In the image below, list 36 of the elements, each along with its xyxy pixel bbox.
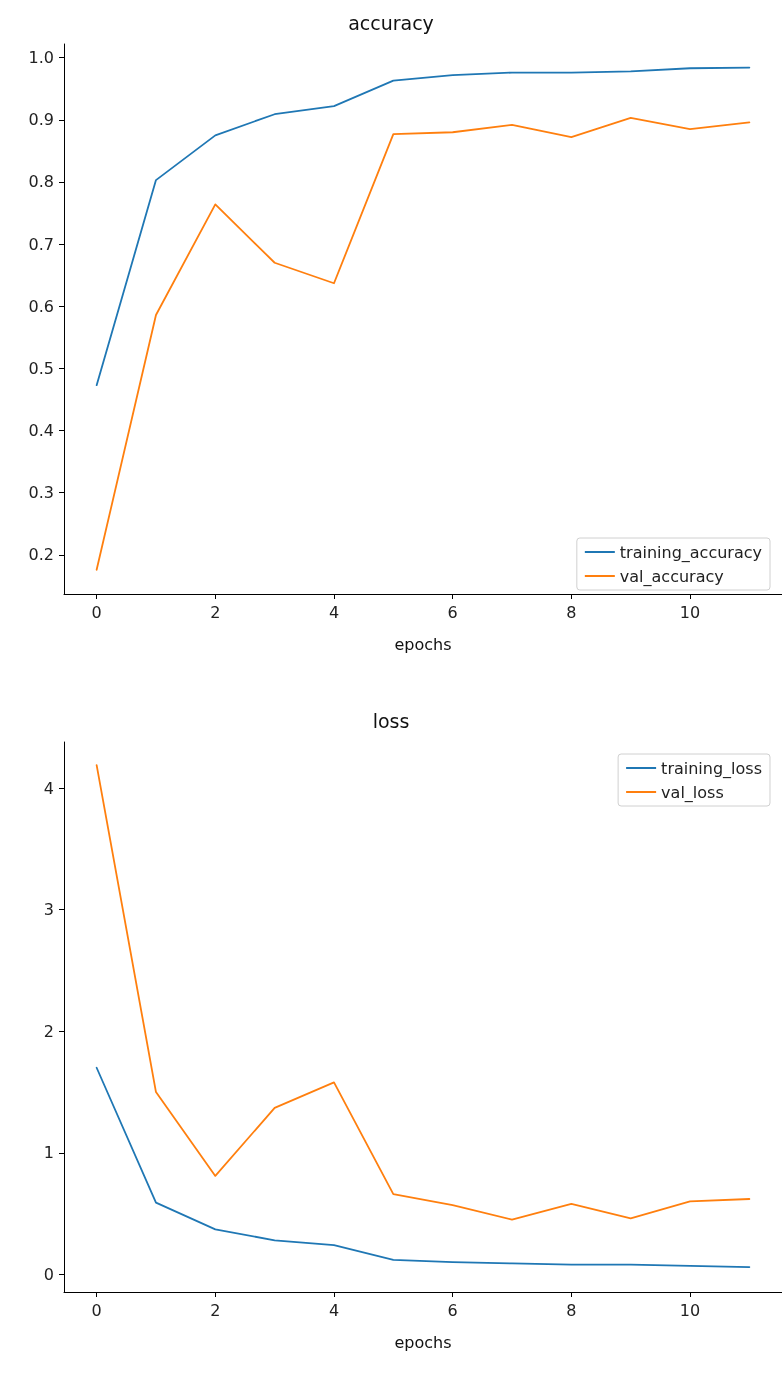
x-axis-title: epochs — [394, 634, 452, 654]
x-tick-label: 10 — [679, 1300, 701, 1320]
y-tick-label: 1 — [43, 1143, 54, 1163]
chart-title: loss — [372, 709, 410, 732]
x-tick-label: 0 — [91, 1300, 102, 1320]
y-tick-label: 1.0 — [28, 48, 54, 68]
y-tick-label: 4 — [43, 778, 54, 798]
y-tick-label: 0.8 — [28, 172, 54, 192]
x-tick-label: 8 — [566, 602, 577, 622]
x-axis-title: epochs — [394, 1332, 452, 1352]
line-series — [95, 66, 751, 387]
legend-label: val_loss — [661, 782, 724, 803]
y-tick-label: 3 — [43, 900, 54, 920]
x-tick-label: 2 — [210, 602, 221, 622]
legend-label: training_accuracy — [619, 542, 762, 563]
y-tick-label: 0.7 — [28, 234, 54, 254]
y-tick-label: 0.9 — [28, 110, 54, 130]
y-tick-label: 0 — [43, 1264, 54, 1284]
x-tick-label: 0 — [91, 602, 102, 622]
line-series — [95, 1066, 751, 1268]
y-tick-label: 0.3 — [28, 483, 54, 503]
legend-label: training_loss — [661, 758, 762, 779]
x-tick-label: 4 — [328, 1300, 340, 1320]
x-tick-label: 4 — [328, 602, 340, 622]
y-tick-label: 0.2 — [28, 545, 54, 565]
y-tick-label: 0.4 — [28, 421, 54, 441]
chart-title: accuracy — [348, 11, 434, 34]
legend-label: val_accuracy — [619, 566, 724, 587]
y-tick-label: 0.5 — [28, 358, 54, 378]
x-tick-label: 10 — [679, 602, 701, 622]
y-tick-label: 0.6 — [28, 296, 54, 316]
x-tick-label: 6 — [447, 602, 458, 622]
y-tick-label: 2 — [43, 1021, 54, 1041]
x-tick-label: 8 — [566, 1300, 577, 1320]
x-tick-label: 2 — [210, 1300, 221, 1320]
x-tick-label: 6 — [447, 1300, 458, 1320]
